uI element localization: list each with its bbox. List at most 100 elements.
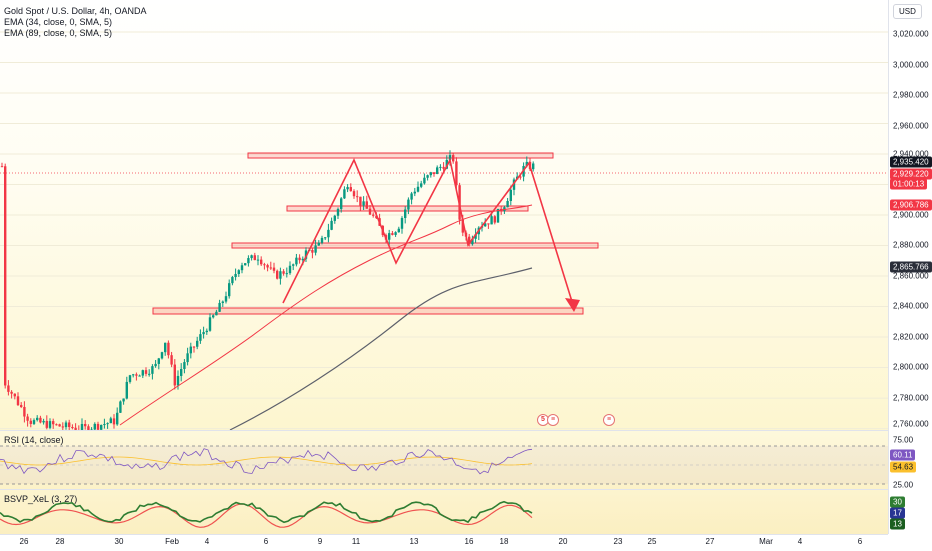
candle-body xyxy=(416,186,420,192)
price-zone xyxy=(231,242,599,249)
candle-body xyxy=(7,385,10,392)
candle-body xyxy=(426,175,429,178)
candle-body xyxy=(272,267,276,271)
bsvp-legend[interactable]: BSVP_XeL (3, 27) xyxy=(4,494,78,504)
candle-body xyxy=(368,208,372,215)
candle-body xyxy=(176,375,180,386)
time-label: Feb xyxy=(165,537,179,546)
candle-body xyxy=(282,271,285,274)
candle-body xyxy=(58,424,61,427)
candle-body xyxy=(208,317,212,331)
arrow-head xyxy=(565,298,580,312)
candle-body xyxy=(512,179,516,190)
current-price-tag: 2,929.220 xyxy=(890,168,932,180)
candle-body xyxy=(468,236,471,245)
candle-body xyxy=(420,183,423,187)
flag-icon[interactable]: ≡ xyxy=(547,414,559,426)
rsi-ma-line xyxy=(0,456,533,466)
candle-body xyxy=(250,255,253,259)
candle-body xyxy=(442,166,445,169)
candle-body xyxy=(362,201,365,206)
candle-body xyxy=(391,233,394,235)
candle-body xyxy=(493,216,496,223)
ema34-legend[interactable]: EMA (34, close, 0, SMA, 5) xyxy=(4,17,113,27)
rsi-ma-tag: 54.63 xyxy=(890,461,917,473)
pane-divider[interactable] xyxy=(0,430,888,431)
candle-body xyxy=(330,220,333,230)
flag-icon[interactable]: ≡ xyxy=(603,414,615,426)
price-label: 3,000.000 xyxy=(893,60,929,70)
candle-body xyxy=(423,177,426,184)
candle-body xyxy=(215,311,218,316)
last-price-tag: 2,935.420 xyxy=(890,156,932,168)
candle-body xyxy=(132,374,135,376)
candle-body xyxy=(128,375,132,382)
time-label: 16 xyxy=(464,537,474,546)
candle-body xyxy=(71,427,74,429)
candle-body xyxy=(106,423,109,425)
price-label: 2,900.000 xyxy=(893,210,929,220)
candle-body xyxy=(397,228,400,233)
time-label: 9 xyxy=(317,537,323,546)
candle-body xyxy=(202,332,205,335)
candle-body xyxy=(48,421,52,428)
rsi-line xyxy=(0,448,533,475)
candle-body xyxy=(186,353,189,363)
candle-body xyxy=(311,250,314,253)
candle-body xyxy=(167,342,170,356)
candle-body xyxy=(429,172,432,176)
candle-body xyxy=(112,418,116,425)
candle-body xyxy=(109,418,112,424)
candle-body xyxy=(45,420,48,428)
candle-body xyxy=(173,364,176,386)
ema89-legend[interactable]: EMA (89, close, 0, SMA, 5) xyxy=(4,28,113,38)
time-label: 23 xyxy=(613,537,623,546)
candle-body xyxy=(205,330,208,333)
pane-divider[interactable] xyxy=(0,489,888,490)
price-label: 2,960.000 xyxy=(893,121,929,131)
time-label: 4 xyxy=(204,537,210,546)
candle-body xyxy=(196,340,199,347)
rsi-pane[interactable]: RSI (14, close) xyxy=(0,431,888,489)
candle-body xyxy=(317,242,320,246)
price-label: 3,020.000 xyxy=(893,29,929,39)
candle-body xyxy=(180,369,183,376)
rsi-level-label: 75.00 xyxy=(893,435,914,445)
time-label: 13 xyxy=(409,537,419,546)
time-label: 28 xyxy=(55,537,65,546)
candle-body xyxy=(496,208,500,223)
candle-body xyxy=(509,189,512,201)
currency-button[interactable]: USD xyxy=(893,4,922,19)
price-axis[interactable]: USD 3,020.000 3,000.000 2,980.000 2,960.… xyxy=(888,0,932,534)
candle-body xyxy=(160,352,164,359)
time-axis[interactable]: 26 28 30 Feb 4 6 9 11 13 16 18 20 23 25 … xyxy=(0,534,888,551)
candle-body xyxy=(154,363,157,367)
candle-body xyxy=(192,346,196,348)
rsi-legend[interactable]: RSI (14, close) xyxy=(4,435,64,445)
symbol-legend[interactable]: Gold Spot / U.S. Dollar, 4h, OANDA xyxy=(4,6,147,16)
candle-body xyxy=(276,270,279,279)
candle-body xyxy=(29,420,32,424)
candle-body xyxy=(269,267,272,269)
candle-body xyxy=(119,401,122,413)
candle-body xyxy=(183,362,186,370)
price-label: 2,880.000 xyxy=(893,240,929,250)
candle-body xyxy=(199,334,202,341)
bsvp-pane[interactable]: BSVP_XeL (3, 27) xyxy=(0,490,888,534)
candle-body xyxy=(84,423,87,427)
candle-body xyxy=(301,258,304,261)
candle-body xyxy=(263,264,266,266)
price-label: 2,760.000 xyxy=(893,419,929,429)
price-label: 2,980.000 xyxy=(893,90,929,100)
bsvp-green-line xyxy=(0,500,533,524)
candle-body xyxy=(253,255,256,261)
main-chart-pane[interactable]: Gold Spot / U.S. Dollar, 4h, OANDA EMA (… xyxy=(0,0,888,437)
price-label: 2,860.000 xyxy=(893,271,929,281)
candle-body xyxy=(471,238,474,245)
candle-body xyxy=(292,264,295,266)
candle-body xyxy=(400,217,404,229)
ema34-line xyxy=(119,204,533,426)
candle-body xyxy=(144,370,148,374)
candle-body xyxy=(55,424,58,426)
candlestick-chart[interactable] xyxy=(0,0,888,437)
